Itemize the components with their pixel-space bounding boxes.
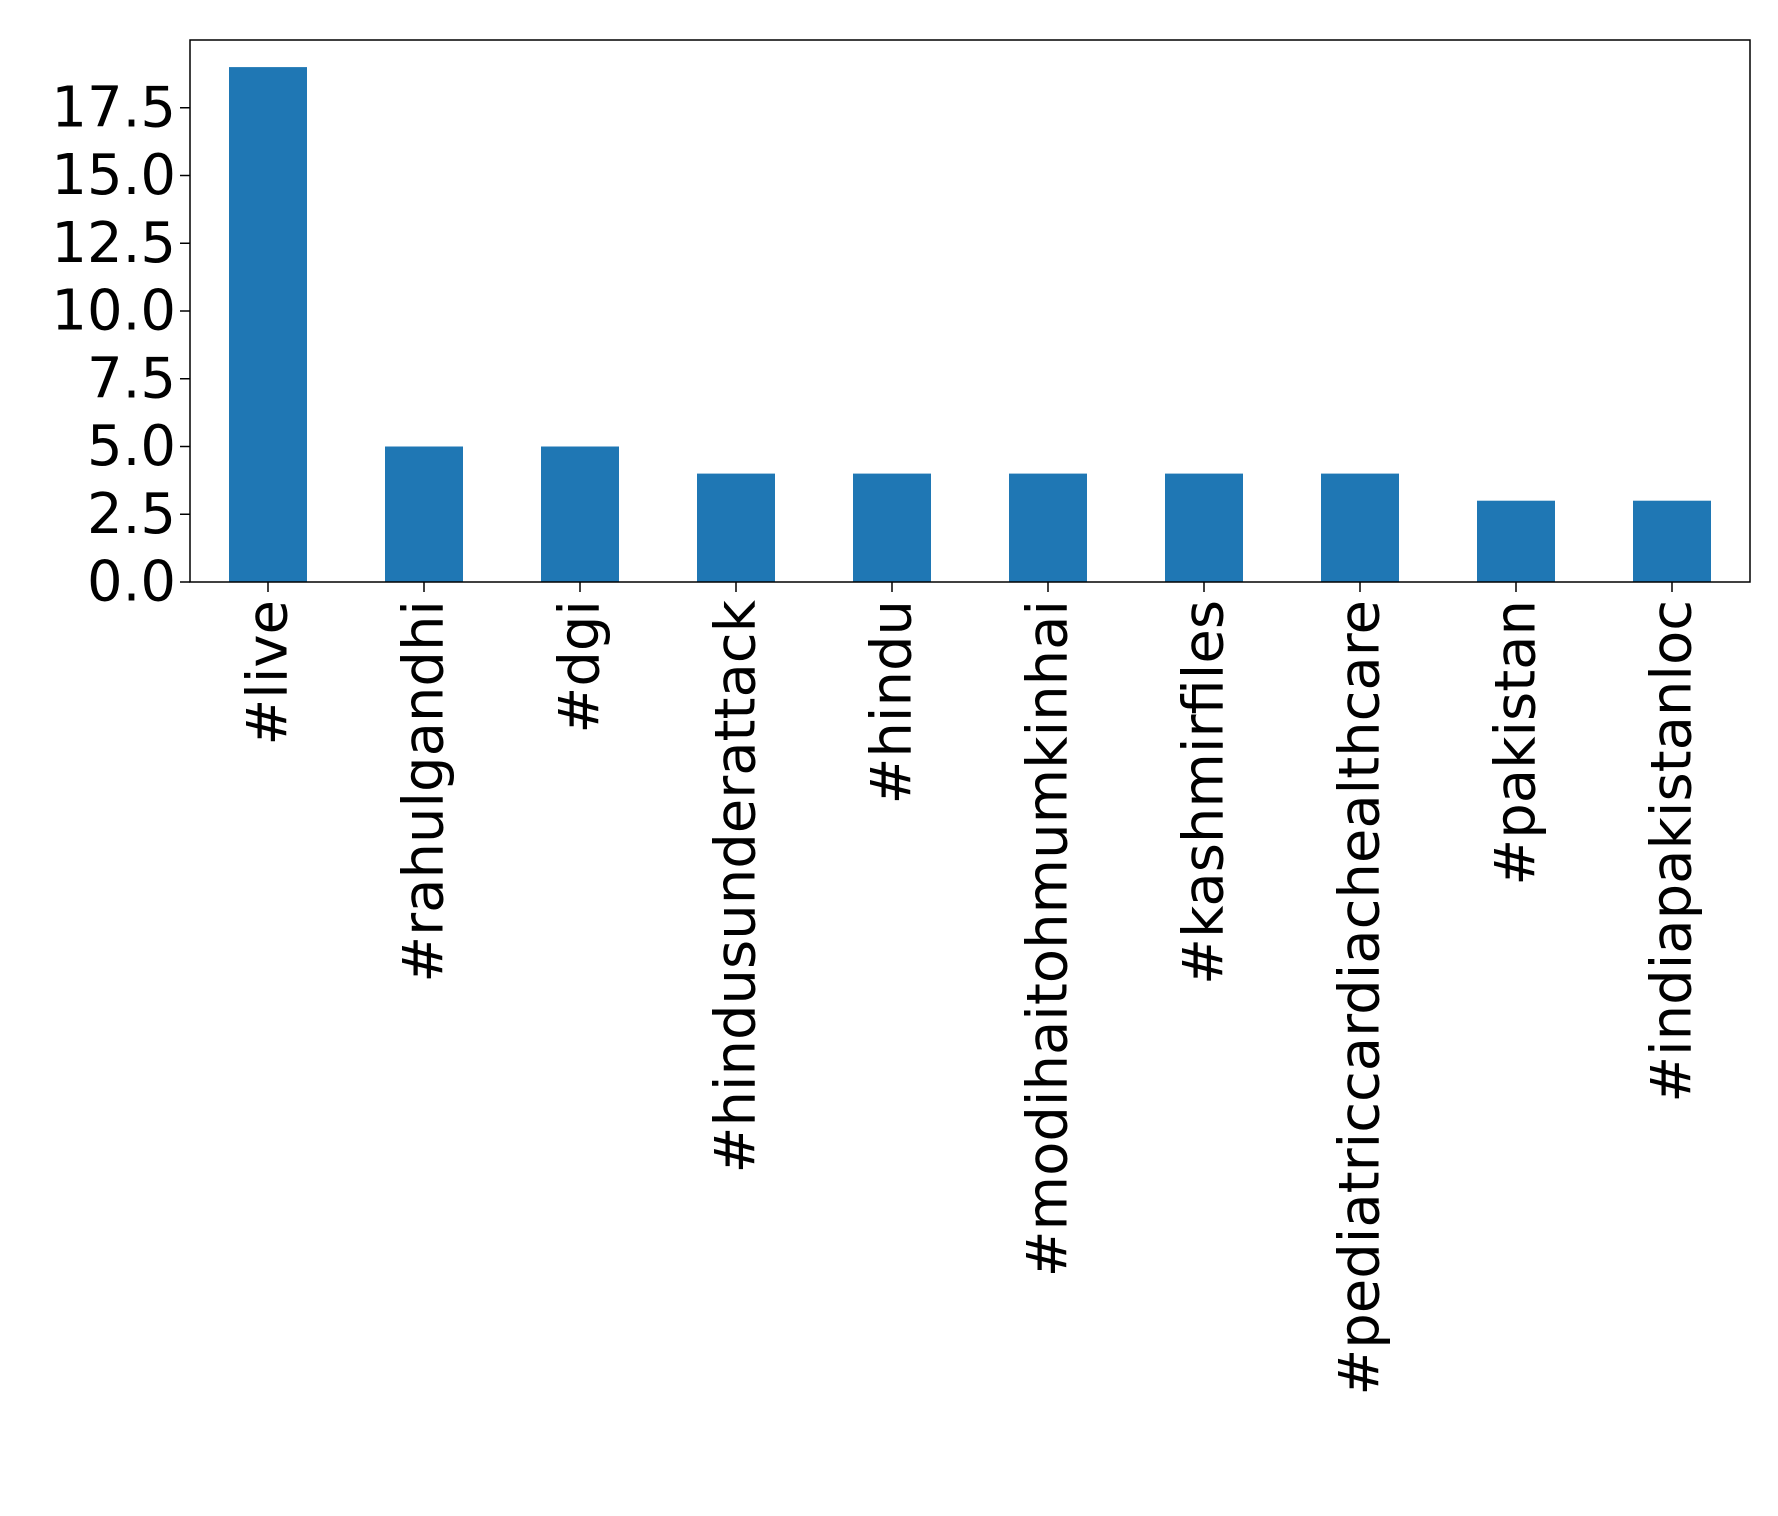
bar <box>1477 500 1555 582</box>
bar <box>541 446 619 582</box>
bars-group <box>229 67 1711 583</box>
y-tick-label: 5.0 <box>87 414 176 479</box>
x-tick-label: #pakistan <box>1484 600 1549 886</box>
y-tick-label: 10.0 <box>51 279 176 344</box>
x-tick-label: #dgi <box>548 600 613 734</box>
plot-frame <box>189 39 1751 583</box>
x-tick-label: #rahulgandhi <box>392 600 457 983</box>
x-tick-label: #live <box>236 600 301 746</box>
bar <box>1165 473 1243 582</box>
bar <box>229 67 307 583</box>
bar <box>1633 500 1711 582</box>
x-tick-label: #hindusunderattack <box>704 599 769 1173</box>
bar <box>1321 473 1399 582</box>
y-tick-label: 7.5 <box>87 346 176 411</box>
x-tick-label: #modihaitohmumkinhai <box>1016 600 1081 1277</box>
bar <box>697 473 775 582</box>
x-tick-label: #hindu <box>860 600 925 805</box>
y-tick-label: 0.0 <box>87 550 176 615</box>
x-tick-label: #kashmirfiles <box>1172 600 1237 985</box>
y-tick-label: 17.5 <box>51 75 176 140</box>
y-tick-label: 15.0 <box>51 143 176 208</box>
y-tick-label: 2.5 <box>87 482 176 547</box>
bar <box>385 446 463 582</box>
bar <box>1009 473 1087 582</box>
x-tick-label: #indiapakistanloc <box>1640 600 1705 1103</box>
x-tick-label: #pediatriccardiachealthcare <box>1328 600 1393 1396</box>
y-tick-label: 12.5 <box>51 211 176 276</box>
x-axis: #live #rahulgandhi #dgi #hindusunderattack #… <box>236 582 1705 1396</box>
bar <box>853 473 931 582</box>
y-axis: 0.02.55.07.510.012.515.017.5 <box>51 75 190 615</box>
